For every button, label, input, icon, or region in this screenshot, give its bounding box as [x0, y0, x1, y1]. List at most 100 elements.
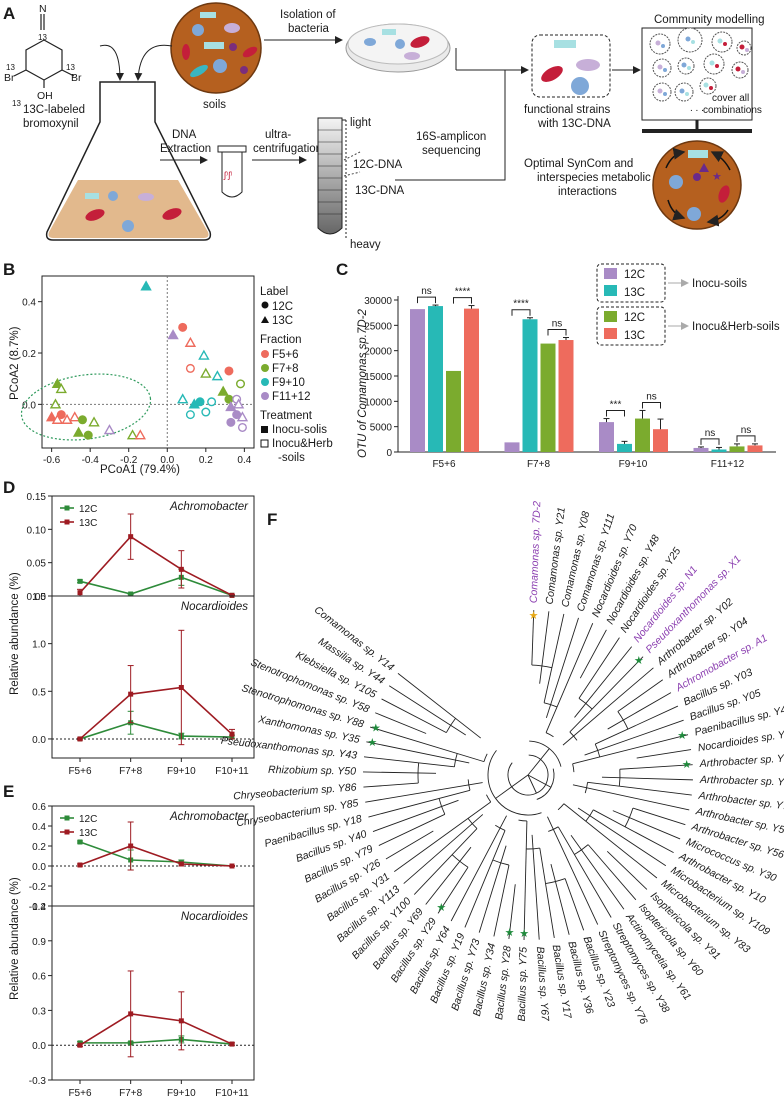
tree-leaf-label: Bacillus sp. Y28	[493, 945, 514, 1021]
legend-inocu-soils: Inocu-solis	[272, 424, 327, 436]
bar	[693, 447, 709, 452]
star-icon: ★	[371, 723, 381, 735]
tree-branch	[381, 698, 447, 733]
b-ylabel: PCoA2 (8.7%)	[9, 326, 21, 400]
scatter-point	[55, 383, 67, 394]
legend-dot-f1112	[261, 392, 269, 400]
tree-arc	[617, 711, 629, 730]
panel-letter-b: B	[3, 260, 15, 279]
tree-arc	[467, 818, 478, 829]
d-ylabel: Relative abundance (%)	[9, 572, 21, 695]
community-cell	[735, 66, 741, 72]
legend-c12: 12C	[272, 301, 293, 313]
bar	[522, 319, 538, 452]
scatter-point	[200, 367, 212, 378]
tree-branch	[578, 637, 620, 699]
legend-circle	[261, 301, 269, 309]
legend-treatment-title: Treatment	[260, 410, 313, 422]
significance-bracket	[736, 435, 756, 442]
legend-label: 13C	[79, 828, 97, 839]
significance-bracket	[700, 438, 720, 445]
scatter-points	[45, 280, 249, 440]
molecule-to-flask-arrow	[99, 44, 124, 81]
tree-branch	[632, 807, 686, 826]
dna-extraction-1: DNA	[172, 129, 197, 141]
scatter-point	[201, 407, 211, 417]
y-tick-label: 0.3	[32, 1006, 46, 1017]
scatter-point	[126, 429, 139, 440]
tree-branch	[478, 845, 507, 933]
c-legend-group1: Inocu-soils	[692, 278, 747, 290]
significance-label: ns	[705, 428, 716, 439]
panel-a: A N 13 13 13 Br Br OH 13 13C-labeled bro…	[3, 2, 765, 251]
soils-label: soils	[203, 99, 226, 111]
optimal-2: interspecies metabolic	[537, 172, 651, 184]
c-legend: 12C 13C Inocu-soils 12C 13C Inocu&Herb-s…	[596, 263, 780, 346]
legend-dot-f910	[261, 378, 269, 386]
star-icon: ★	[519, 928, 529, 940]
svg-text:★: ★	[712, 171, 722, 183]
tree-arc	[454, 753, 458, 767]
bar	[617, 443, 632, 452]
panel-letter-a: A	[3, 4, 15, 23]
y-tick-label: 0.0	[32, 1041, 46, 1052]
scatter-point	[72, 426, 85, 437]
significance-bracket	[453, 297, 472, 304]
tree-branch	[425, 846, 472, 905]
tree-arc	[467, 779, 471, 791]
tree-arc	[578, 698, 593, 710]
data-point	[128, 534, 134, 540]
dna-tube: ʃ⁾ʃ⁾	[217, 145, 247, 198]
tree-arc	[569, 731, 578, 741]
tree-arc	[585, 809, 594, 822]
bar	[747, 445, 763, 452]
scatter-point	[83, 430, 93, 440]
scatter-point	[51, 413, 64, 424]
legend-f1112: F11+12	[272, 391, 310, 403]
star-icon: ★	[529, 610, 539, 622]
legend-fraction-title: Fraction	[260, 334, 302, 346]
star-icon: ★	[505, 927, 515, 939]
community-cell	[655, 40, 661, 46]
significance-bracket	[511, 309, 531, 316]
data-point	[77, 839, 83, 845]
tree-arc	[545, 878, 566, 885]
tree-branch	[543, 613, 565, 703]
community-cell	[681, 62, 687, 68]
community-cell	[663, 68, 667, 72]
y-tick-label: 0.4	[32, 822, 46, 833]
y-tick-label: 0.0	[32, 862, 46, 873]
bar	[504, 442, 520, 452]
strain-shape	[541, 66, 563, 82]
y-tick-label: 0.10	[27, 525, 47, 536]
x-tick-label: F7+8	[119, 766, 143, 777]
amplicon-2: sequencing	[422, 145, 481, 157]
y-tick-label: 15000	[364, 372, 392, 383]
community-cell	[691, 40, 695, 44]
y-tick-label: 0.5	[32, 687, 46, 698]
c13-label: 13	[38, 33, 47, 42]
isolation-label-2: bacteria	[288, 23, 330, 35]
significance-bracket	[642, 401, 661, 409]
tree-branch	[564, 878, 585, 931]
y-tick-label: 25000	[364, 321, 392, 332]
significance-bracket	[417, 296, 436, 304]
dna-squiggle: ʃ⁾ʃ⁾	[223, 170, 232, 180]
data-point	[77, 736, 83, 742]
data-point	[128, 591, 134, 597]
scatter-point	[56, 410, 66, 420]
x-tick-label: -0.4	[82, 455, 100, 466]
syncom-plate: ★	[652, 140, 742, 230]
tree-branch	[527, 774, 537, 794]
tree-branch	[547, 816, 599, 925]
panel-letter-c: C	[336, 260, 348, 279]
chart-title: Achromobacter	[169, 811, 249, 823]
data-point	[128, 691, 134, 697]
scatter-point	[185, 410, 195, 420]
tree-branch	[619, 764, 693, 770]
tree-branch	[366, 741, 470, 764]
community-cell	[685, 92, 689, 96]
community-cell	[685, 36, 691, 42]
y-tick-label: 0.6	[32, 802, 46, 813]
tree-branch	[450, 815, 507, 922]
